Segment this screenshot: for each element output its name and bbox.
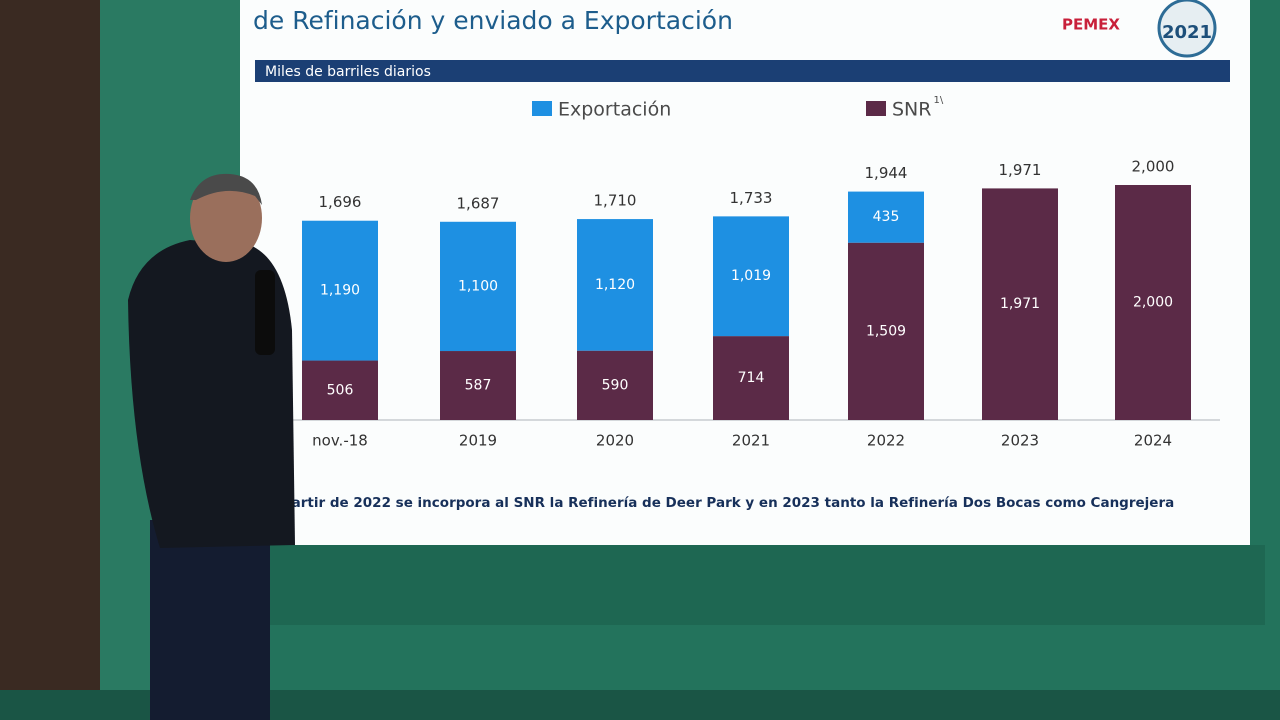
segment-label: 1,019 [731,268,771,284]
pemex-logo: PEMEX [1062,16,1120,34]
pattern-band [265,545,1265,625]
subtitle: Miles de barriles diarios [265,64,431,80]
badge-year: 2021 [1162,22,1212,43]
x-tick-label: 2022 [867,432,905,450]
x-tick-label: 2021 [732,432,770,450]
trousers [150,520,270,720]
subtitle-band [255,60,1230,82]
bar-segment [440,351,516,420]
total-label: 2,000 [1132,158,1175,176]
segment-label: 1,100 [458,278,498,294]
bar-segment [982,188,1058,420]
footnote: partir de 2022 se incorpora al SNR la Re… [282,495,1174,511]
hair [190,173,262,205]
segment-label: 1,971 [1000,296,1040,312]
total-label: 1,733 [730,189,773,207]
segment-label: 1,190 [320,283,360,299]
badge [1157,0,1217,58]
bar-segment [577,350,653,420]
x-tick-label: 2020 [596,432,634,450]
bar-segment [713,216,789,337]
segment-label: 590 [602,377,629,393]
x-tick-label: 2019 [459,432,497,450]
total-label: 1,710 [594,192,637,210]
segment-label: 435 [873,209,900,225]
bar-segment [1115,185,1191,420]
bar-segment [848,242,924,420]
total-label: 1,971 [999,161,1042,179]
segment-label: 506 [327,382,354,398]
segment-label: 714 [738,370,765,386]
bar-segment [713,336,789,420]
bar-segment [440,221,516,352]
bar-segment [302,220,378,361]
bar-segment [577,219,653,351]
legend-note: 1\ [933,95,943,106]
legend-swatch [866,101,886,116]
x-tick-label: 2023 [1001,432,1039,450]
bar-segment [302,360,378,420]
slide-title: de Refinación y enviado a Exportación [253,6,733,35]
microphone [255,270,275,355]
x-tick-label: nov.-18 [312,432,368,450]
speaker [128,173,295,720]
total-label: 1,944 [865,164,908,182]
total-label: 1,696 [319,193,362,211]
segment-label: 587 [465,378,492,394]
segment-label: 1,509 [866,323,906,339]
head [190,174,262,262]
bar-segment [848,191,924,243]
doorway [0,0,110,720]
coat [128,240,295,548]
legend-label: Exportación [558,99,671,121]
legend-swatch [532,101,552,116]
legend-label: SNR [892,99,931,121]
x-tick-label: 2024 [1134,432,1172,450]
total-label: 1,687 [457,194,500,212]
segment-label: 2,000 [1133,295,1173,311]
segment-label: 1,120 [595,277,635,293]
